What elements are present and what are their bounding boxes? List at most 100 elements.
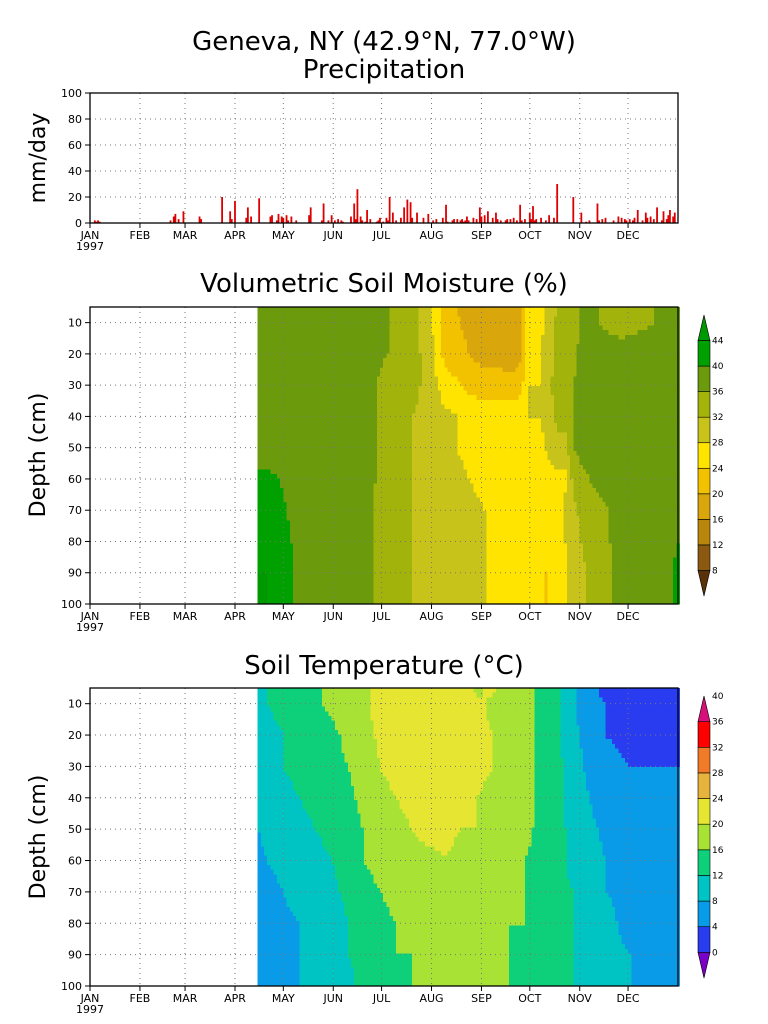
precip-bar xyxy=(271,215,273,223)
moisture-ylabel: Depth (cm) xyxy=(26,393,51,518)
x-tick-label: APR xyxy=(224,229,246,242)
temperature-title: Soil Temperature (°C) xyxy=(244,651,524,681)
precip-bar xyxy=(473,218,475,223)
precip-bar xyxy=(310,207,312,223)
precip-bar xyxy=(331,215,333,223)
precip-bar xyxy=(492,218,494,223)
precip-bar xyxy=(411,218,413,223)
x-tick-label: MAR xyxy=(173,229,198,242)
precip-bar xyxy=(621,218,623,223)
x-tick-label: AUG xyxy=(419,229,443,242)
figure: Geneva, NY (42.9°N, 77.0°W) Precipitatio… xyxy=(0,0,768,1024)
precip-bar xyxy=(221,197,223,223)
precip-bar xyxy=(513,218,515,223)
precip-bar xyxy=(270,217,272,224)
precip-bar xyxy=(234,201,236,223)
precip-bar xyxy=(580,213,582,223)
precip-bar xyxy=(674,213,676,223)
precip-bar xyxy=(529,213,531,223)
precip-bar xyxy=(360,217,362,224)
y-tick-label: 20 xyxy=(68,191,82,204)
station-title: Geneva, NY (42.9°N, 77.0°W) xyxy=(192,27,576,57)
precip-bar xyxy=(250,217,252,224)
precip-bar xyxy=(389,197,391,223)
precip-bar xyxy=(386,218,388,223)
precip-bar xyxy=(645,213,647,223)
precip-bar xyxy=(617,217,619,224)
x-tick-label: JUN xyxy=(322,229,343,242)
precip-bar xyxy=(416,213,418,223)
precip-bar xyxy=(487,211,489,223)
precip-bar xyxy=(278,214,280,223)
x-tick-label: FEB xyxy=(130,229,151,242)
precip-bar xyxy=(350,217,352,224)
precip-bar xyxy=(173,217,175,224)
precip-bar xyxy=(495,213,497,223)
precip-bar xyxy=(392,213,394,223)
precip-bar xyxy=(174,214,176,223)
precip-bar xyxy=(481,217,483,224)
precip-bar xyxy=(245,218,247,223)
precip-bar xyxy=(323,204,325,224)
y-tick-label: 100 xyxy=(61,87,82,100)
precip-bar xyxy=(281,217,283,224)
precip-bar xyxy=(247,207,249,223)
temperature-ylabel: Depth (cm) xyxy=(26,775,51,900)
precip-title: Precipitation xyxy=(303,55,466,85)
precip-bar xyxy=(637,210,639,223)
y-tick-label: 60 xyxy=(68,139,82,152)
precip-bar xyxy=(410,202,412,223)
precip-bar xyxy=(442,218,444,223)
y-tick-label: 40 xyxy=(68,165,82,178)
precip-bar xyxy=(532,206,534,223)
precip-ylabel: mm/day xyxy=(26,113,51,204)
y-tick-label: 80 xyxy=(68,113,82,126)
precip-bar xyxy=(183,211,185,223)
precip-bar xyxy=(669,210,671,223)
precip-bar xyxy=(479,207,481,223)
precip-bar xyxy=(400,218,402,223)
precip-bar xyxy=(308,215,310,223)
precip-bar xyxy=(519,205,521,223)
precip-bar xyxy=(605,218,607,223)
precip-bar xyxy=(286,215,288,223)
precip-bar xyxy=(353,204,355,224)
precip-bar xyxy=(646,218,648,223)
precip-bar xyxy=(290,217,292,224)
precip-bar xyxy=(379,218,381,223)
precip-bar xyxy=(548,215,550,223)
precip-bar xyxy=(427,214,429,223)
precip-bar xyxy=(667,215,669,223)
x-tick-label: SEP xyxy=(471,229,492,242)
precip-bar xyxy=(556,184,558,223)
precip-bar xyxy=(199,217,201,224)
precip-bar xyxy=(403,207,405,223)
x-tick-label: OCT xyxy=(518,229,541,242)
precip-bar xyxy=(656,207,658,223)
precip-bar xyxy=(553,218,555,223)
moisture-title: Volumetric Soil Moisture (%) xyxy=(200,269,568,299)
precip-bar xyxy=(258,198,260,223)
x-tick-label: JUL xyxy=(372,229,391,242)
precip-bar xyxy=(650,217,652,224)
precip-bar xyxy=(572,197,574,223)
precip-bar xyxy=(282,218,284,223)
precip-bar xyxy=(634,218,636,223)
precip-bar xyxy=(423,218,425,223)
precip-bar xyxy=(597,204,599,224)
precip-bar xyxy=(484,215,486,223)
plot-area xyxy=(90,93,678,223)
precip-bar xyxy=(663,211,665,223)
x-tick-label: DEC xyxy=(617,229,640,242)
x-tick-label: MAY xyxy=(272,229,295,242)
precip-bar xyxy=(445,205,447,223)
precip-bar xyxy=(229,211,231,223)
precip-bar xyxy=(466,217,468,224)
year-label: 1997 xyxy=(76,240,104,253)
precip-bar xyxy=(540,218,542,223)
precip-bar xyxy=(366,210,368,223)
x-tick-label: NOV xyxy=(568,229,593,242)
precip-bar xyxy=(406,200,408,223)
